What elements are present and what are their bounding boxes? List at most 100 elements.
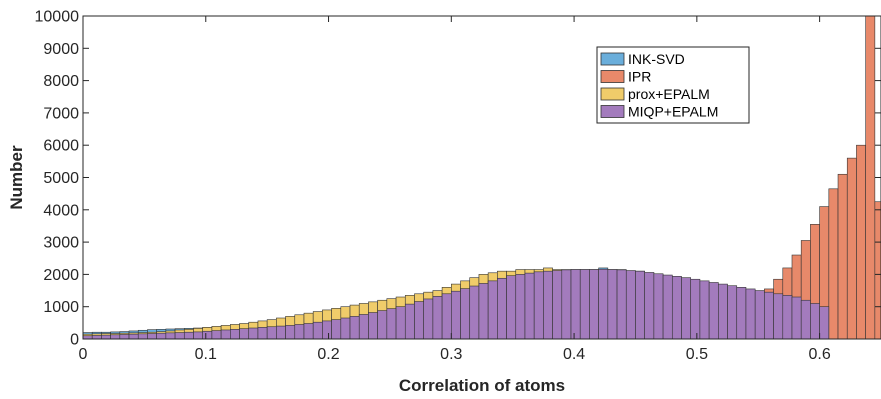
histogram-bar [699, 280, 710, 340]
histogram-bar [773, 293, 784, 340]
x-tick-label: 0 [79, 346, 88, 363]
histogram-bar [653, 273, 664, 340]
histogram-bar [101, 334, 111, 340]
histogram-bar [497, 277, 507, 340]
histogram-bar [487, 280, 498, 340]
legend-swatch [600, 70, 625, 83]
histogram-bar [368, 312, 378, 340]
histogram-bar [478, 283, 489, 340]
histogram-bar [331, 319, 342, 340]
histogram-bar [91, 335, 102, 340]
histogram-bar [819, 306, 830, 340]
histogram-bar [644, 272, 655, 340]
histogram-bar [423, 298, 434, 340]
histogram-bar [662, 274, 673, 340]
y-tick-label: 2000 [43, 267, 79, 284]
histogram-bar [579, 269, 590, 340]
histogram-bar [616, 269, 627, 340]
y-tick-label: 3000 [43, 235, 79, 252]
histogram-bar [635, 270, 645, 340]
legend-label: IPR [628, 69, 651, 85]
histogram-bar [156, 332, 167, 340]
histogram-bar [322, 320, 332, 340]
x-axis: 0 0.1 0.2 0.3 0.4 0.5 0.6 [79, 16, 831, 363]
histogram-bar [800, 299, 811, 340]
histogram-bar [718, 283, 728, 340]
legend-swatch [600, 87, 625, 101]
histogram-bar [276, 325, 286, 340]
histogram-bar [681, 277, 692, 340]
y-tick-label: 1000 [43, 299, 79, 316]
histogram-bar [837, 173, 848, 340]
legend-label: MIQP+EPALM [628, 104, 718, 120]
histogram-bar [607, 269, 618, 340]
histogram-bar [469, 285, 480, 340]
x-tick-label: 0.2 [317, 346, 339, 363]
histogram-bar [856, 144, 866, 340]
histogram-bar [515, 274, 526, 340]
histogram-bar [441, 293, 452, 340]
histogram-bar [810, 303, 820, 340]
x-axis-label: Correlation of atoms [399, 376, 565, 395]
histogram-bar [589, 269, 599, 340]
histogram-bar [110, 334, 121, 340]
histogram-bar [414, 301, 424, 340]
histogram-bar [727, 285, 738, 340]
histogram-bar [239, 328, 250, 340]
histogram-bar [690, 278, 701, 340]
histogram-bar [285, 325, 296, 340]
histogram-bar [119, 334, 130, 340]
histogram-bar [570, 269, 581, 340]
histogram-bar [137, 333, 148, 340]
histogram-bar [257, 327, 268, 340]
x-tick-label: 0.1 [195, 346, 217, 363]
histogram-bar [460, 288, 471, 340]
histogram-bar [598, 268, 609, 340]
histogram-bar [147, 333, 157, 340]
histogram-bar [524, 272, 535, 340]
legend-swatch [600, 52, 625, 66]
histogram-bar [220, 329, 231, 340]
histogram-bar [625, 270, 636, 340]
histogram-bar [561, 269, 572, 340]
legend-swatch [600, 105, 625, 118]
histogram-bar [248, 327, 259, 340]
histogram-bar [349, 316, 360, 340]
histogram-bars [82, 15, 881, 340]
histogram-bar [230, 329, 240, 340]
histogram-bar [874, 201, 881, 340]
histogram-bar [386, 308, 397, 340]
histogram-bar [266, 326, 277, 340]
histogram-bar [865, 15, 876, 340]
histogram-bar [736, 287, 747, 340]
histogram-bar [303, 323, 314, 340]
histogram-bar [671, 276, 682, 340]
histogram-bar [533, 271, 544, 340]
histogram-bar [202, 330, 213, 340]
histogram-bar [312, 321, 323, 340]
y-axis-label: Number [7, 145, 26, 210]
y-tick-label: 4000 [43, 202, 79, 219]
x-tick-label: 0.6 [808, 346, 830, 363]
histogram-bar [174, 332, 185, 340]
legend-label: INK-SVD [628, 51, 685, 67]
histogram-bar [828, 188, 839, 340]
histogram-bar [358, 314, 369, 340]
histogram-bar [745, 288, 756, 340]
histogram-bar [377, 310, 388, 340]
histogram-bar [552, 270, 563, 340]
histogram-bar [211, 330, 222, 340]
y-tick-label: 0 [70, 332, 79, 349]
histogram-bar [395, 306, 406, 340]
y-axis: 0 1000 2000 3000 4000 5000 6000 7000 8000 9000 100… [35, 9, 881, 349]
histogram-bar [165, 332, 176, 340]
histogram-bar [708, 282, 719, 340]
histogram-bar [506, 275, 517, 340]
histogram-bar [128, 333, 139, 340]
y-tick-label: 9000 [43, 41, 79, 58]
histogram-bar [294, 324, 305, 340]
histogram-bar [754, 290, 765, 340]
histogram-bar [432, 296, 443, 340]
